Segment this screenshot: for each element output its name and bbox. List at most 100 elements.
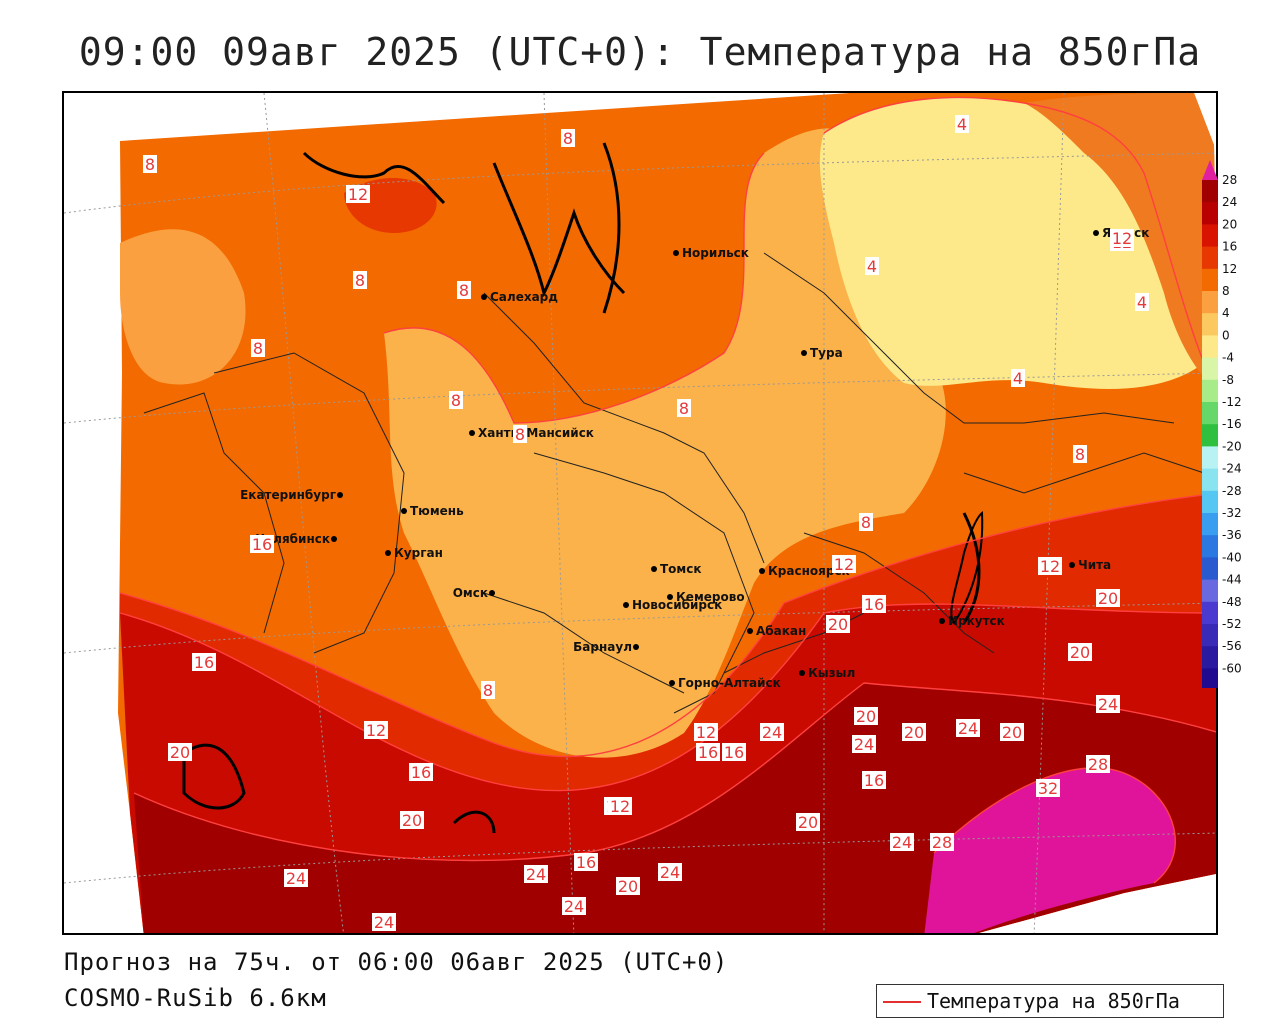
contour-value-label: 24	[524, 865, 548, 884]
contour-value-label: 8	[859, 513, 873, 532]
contour-label-text: 20	[170, 743, 190, 762]
contour-label-text: 12	[348, 185, 368, 204]
contour-label-text: 20	[1070, 643, 1090, 662]
contour-label-bg	[400, 811, 424, 829]
city-dot	[939, 618, 945, 624]
contour-label-bg	[1073, 445, 1087, 463]
city-dot	[385, 550, 391, 556]
contour-label-text: 8	[451, 391, 461, 410]
contour-label-bg	[1000, 723, 1024, 741]
colorbar-swatch	[1202, 646, 1218, 669]
city-dot	[401, 508, 407, 514]
zone-16	[120, 493, 1216, 791]
contour-value-label: 20	[616, 877, 640, 896]
city-dot	[1069, 562, 1075, 568]
contour-label-bg	[1096, 589, 1120, 607]
contour-value-label: 20	[1000, 723, 1024, 742]
city-label: Томск	[660, 562, 702, 576]
colorbar-tick-label: 16	[1222, 240, 1237, 254]
contour-value-label: 16	[862, 771, 886, 790]
contour-label-text: 20	[618, 877, 638, 896]
contour-value-label: 28	[1086, 755, 1110, 774]
contour-label-bg	[1086, 755, 1110, 773]
city-dot	[799, 670, 805, 676]
city-marker: Норильск	[673, 246, 749, 260]
contour-label-bg	[1096, 695, 1120, 713]
contour-label-bg	[859, 513, 873, 531]
contour-value-label: 12	[608, 797, 632, 816]
colorbar-swatch	[1202, 224, 1218, 248]
city-label: Горно-Алтайск	[678, 676, 781, 690]
city-marker: Курган	[385, 546, 443, 560]
contour-label-text: 16	[698, 743, 718, 762]
colorbar-swatch	[1202, 424, 1218, 447]
colorbar-swatch	[1202, 446, 1218, 470]
colorbar-swatch	[1202, 335, 1218, 359]
contour-value-label: 20	[854, 707, 878, 726]
city-dot	[747, 628, 753, 634]
city-marker: Омск	[453, 586, 495, 600]
contour-label-bg	[1011, 369, 1025, 387]
contour-label-bg	[930, 833, 954, 851]
city-dot	[331, 536, 337, 542]
contour-value-label: 8	[513, 425, 527, 444]
legend-label: Температура на 850гПа	[927, 989, 1180, 1013]
city-label: Кемерово	[676, 590, 745, 604]
contour-label-text: 8	[515, 425, 525, 444]
contour-label-bg	[862, 771, 886, 789]
contour-value-label: 8	[677, 399, 691, 418]
admin-boundaries	[143, 252, 1205, 714]
contour-label-bg	[1068, 643, 1092, 661]
contour-value-label: 20	[796, 813, 820, 832]
contour-label-text: 20	[828, 615, 848, 634]
contour-label-text: 12	[610, 797, 630, 816]
contour-value-label: 4	[1011, 369, 1025, 388]
city-dot	[469, 430, 475, 436]
zone-8-west	[120, 229, 246, 385]
colorbar-swatch	[1202, 180, 1218, 203]
colorbar-swatch	[1202, 535, 1218, 558]
contour-label-text: 24	[854, 735, 874, 754]
contour-label-bg	[956, 719, 980, 737]
contour-value-label: 8	[457, 281, 471, 300]
colorbar-swatch	[1202, 357, 1218, 381]
contour-value-label: 16	[696, 743, 720, 762]
contour-label-bg	[832, 555, 856, 573]
contour-value-label: 8	[1073, 445, 1087, 464]
contour-label-text: 24	[564, 897, 584, 916]
city-dot	[759, 568, 765, 574]
contour-value-label: 4	[1135, 293, 1149, 312]
colorbar-tick-label: -28	[1222, 484, 1242, 498]
city-dot	[673, 250, 679, 256]
colorbar-swatch	[1202, 557, 1218, 581]
contour-label-text: 12	[834, 555, 854, 574]
colorbar-tick-label: -20	[1222, 439, 1242, 453]
colorbar-swatch	[1202, 468, 1218, 492]
contour-label-text: 8	[563, 129, 573, 148]
contour-label-bg	[722, 743, 746, 761]
colorbar-swatch	[1202, 246, 1218, 270]
city-label: Барнаул	[573, 640, 632, 654]
contour-label-bg	[608, 797, 632, 815]
city-dot	[481, 294, 487, 300]
city-label: Омск	[453, 586, 488, 600]
contour-label-text: 20	[1002, 723, 1022, 742]
contour-value-label: 12	[1110, 229, 1134, 248]
colorbar-tick-label: -56	[1222, 639, 1242, 653]
city-marker: Ханты-Мансийск	[469, 426, 594, 440]
contour-label-text: 16	[576, 853, 596, 872]
city-label: Курган	[394, 546, 443, 560]
contour-label-bg	[955, 115, 969, 133]
contour-label-text: 16	[864, 595, 884, 614]
contour-label-text: 16	[864, 771, 884, 790]
contour-label-bg	[250, 535, 274, 553]
city-marker: Чита	[1069, 558, 1111, 572]
city-dot	[337, 492, 343, 498]
colorbar-swatch	[1202, 402, 1218, 425]
city-label: Иркутск	[948, 614, 1005, 628]
contour-value-label: 32	[1036, 779, 1060, 798]
contour-label-bg	[854, 707, 878, 725]
contour-label-bg	[409, 763, 433, 781]
contour-value-label: 4	[865, 257, 879, 276]
contour-label-bg	[251, 339, 265, 357]
